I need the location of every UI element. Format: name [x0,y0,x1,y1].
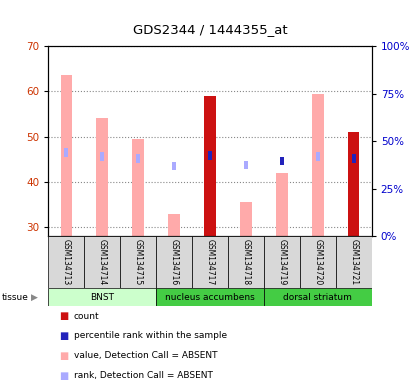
Text: dorsal striatum: dorsal striatum [284,293,352,302]
Bar [156,236,192,288]
Text: count: count [74,311,99,321]
Text: BNST: BNST [90,293,114,302]
Text: ■: ■ [59,371,68,381]
Bar [48,236,84,288]
Bar [192,236,228,288]
Bar [280,157,284,166]
Bar [65,148,68,157]
Text: ▶: ▶ [31,293,37,302]
Text: ■: ■ [59,351,68,361]
Bar [156,288,264,306]
Text: nucleus accumbens: nucleus accumbens [165,293,255,302]
Bar [48,288,156,306]
Bar [264,288,372,306]
Text: ■: ■ [59,331,68,341]
Bar [276,173,288,236]
Bar [100,152,104,161]
Bar [348,132,360,236]
Text: GSM134716: GSM134716 [170,239,178,285]
Bar [240,202,252,236]
Text: GSM134720: GSM134720 [313,239,322,285]
Text: GSM134714: GSM134714 [98,239,107,285]
Text: GSM134717: GSM134717 [205,239,215,285]
Bar [352,154,355,162]
Bar [132,139,144,236]
Text: GSM134718: GSM134718 [241,239,250,285]
Bar [312,94,323,236]
Text: GSM134721: GSM134721 [349,239,358,285]
Bar [168,214,180,236]
Text: GSM134715: GSM134715 [134,239,143,285]
Bar [208,151,212,160]
Bar [264,236,300,288]
Text: tissue: tissue [2,293,29,302]
Bar [228,236,264,288]
Bar [136,154,140,162]
Bar [84,236,120,288]
Bar [97,119,108,236]
Text: percentile rank within the sample: percentile rank within the sample [74,331,227,341]
Text: value, Detection Call = ABSENT: value, Detection Call = ABSENT [74,351,217,361]
Text: GSM134719: GSM134719 [277,239,286,285]
Text: ■: ■ [59,311,68,321]
Text: rank, Detection Call = ABSENT: rank, Detection Call = ABSENT [74,371,213,381]
Bar [336,236,372,288]
Text: GDS2344 / 1444355_at: GDS2344 / 1444355_at [133,23,287,36]
Bar [244,161,248,169]
Bar [60,76,72,236]
Bar [172,162,176,170]
Bar [316,152,320,161]
Text: GSM134713: GSM134713 [62,239,71,285]
Bar [120,236,156,288]
Bar [300,236,336,288]
Bar [204,96,216,236]
